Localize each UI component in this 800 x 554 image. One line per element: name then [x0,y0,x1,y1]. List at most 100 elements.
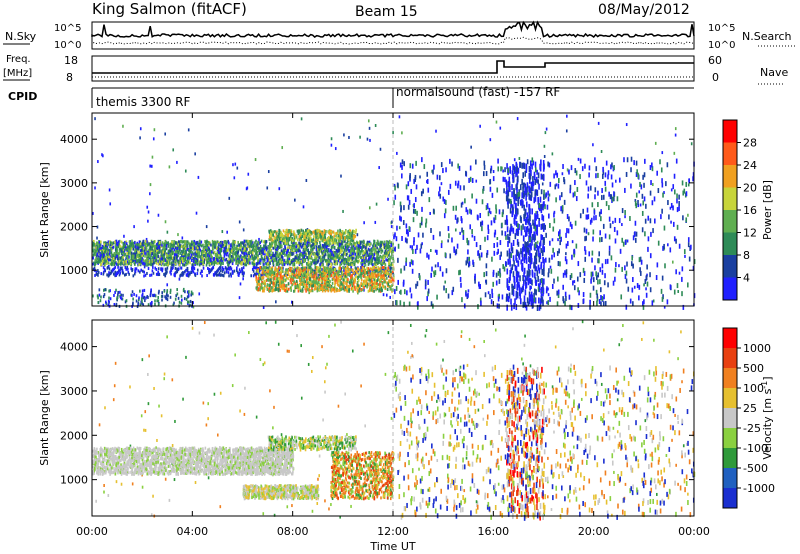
scatter-point [175,241,177,245]
scatter-point [308,240,310,244]
scatter-point [170,243,173,247]
scatter-point [96,260,99,264]
scatter-point [229,258,232,262]
scatter-point [116,262,119,266]
scatter-point [171,240,173,244]
scatter-point [228,196,231,200]
scatter-point [150,243,153,247]
scatter-point [109,202,112,206]
nsky-label: N.Sky [5,30,37,43]
scatter-point [293,289,296,293]
scatter-point [361,249,363,253]
scatter-point [257,256,259,260]
scatter-point [292,282,294,286]
scatter-point [371,274,374,278]
scatter-point [368,242,371,246]
scatter-point [383,242,385,246]
scatter-point [186,240,189,244]
scatter-point [344,239,346,243]
scatter-point [239,282,242,286]
scatter-point [298,257,300,261]
scatter-point [384,251,387,255]
scatter-point [333,260,336,264]
scatter-point [157,239,160,243]
scatter-point [251,253,253,257]
scatter-point [388,268,390,272]
scatter-point [379,266,382,270]
scatter-point [337,271,339,275]
scatter-point [387,251,390,255]
scatter-point [106,253,109,257]
scatter-point [356,233,359,237]
scatter-point [194,272,196,276]
scatter-point [141,257,144,261]
scatter-point [377,274,380,278]
scatter-point [281,261,284,265]
scatter-point [319,285,321,289]
scatter-point [291,250,294,254]
scatter-point [358,286,361,290]
scatter-point [191,265,194,269]
scatter-point [280,260,282,264]
scatter-point [296,244,298,248]
scatter-point [358,247,361,251]
scatter-point [341,253,343,257]
scatter-point [242,266,245,270]
scatter-point [182,252,185,256]
scatter-point [218,273,221,277]
scatter-point [239,248,242,252]
scatter-point [311,289,314,293]
scatter-point [183,258,186,262]
scatter-point [371,263,374,267]
scatter-point [235,261,237,265]
scatter-point [189,249,191,253]
scatter-point [329,287,332,291]
scatter-point [371,270,374,274]
scatter-point [173,257,176,261]
scatter-point [127,270,130,274]
scatter-point [276,250,279,254]
scatter-point [126,260,129,264]
scatter-point [303,257,305,261]
scatter-point [535,211,537,215]
scatter-point [182,271,185,275]
scatter-point [112,253,114,257]
scatter-point [144,242,146,246]
scatter-point [128,259,130,263]
scatter-point [143,252,145,256]
scatter-point [381,255,383,259]
scatter-point [489,211,492,215]
scatter-point [184,247,187,251]
scatter-point [380,261,382,265]
scatter-point [663,305,666,309]
scatter-point [263,262,265,266]
scatter-point [301,281,303,285]
scatter-point [172,244,174,248]
scatter-point [216,248,219,252]
scatter-point [167,241,169,245]
nave-tick-top: 60 [708,54,722,67]
scatter-point [164,258,167,262]
scatter-point [267,266,269,270]
scatter-point [335,269,338,273]
scatter-point [288,266,291,270]
scatter-point [131,245,134,249]
scatter-point [191,258,193,262]
scatter-point [114,240,116,244]
scatter-point [264,281,266,285]
scatter-point [389,269,392,273]
scatter-point [354,287,356,291]
scatter-point [149,252,152,256]
scatter-point [374,248,376,252]
scatter-point [339,285,341,289]
scatter-point [362,251,365,255]
freq-trace [92,60,694,74]
scatter-point [313,287,316,291]
scatter-point [329,259,332,263]
scatter-point [291,283,293,287]
scatter-point [349,283,352,287]
scatter-point [223,246,226,250]
scatter-point [299,261,302,265]
scatter-point [677,289,680,293]
scatter-point [107,265,109,269]
